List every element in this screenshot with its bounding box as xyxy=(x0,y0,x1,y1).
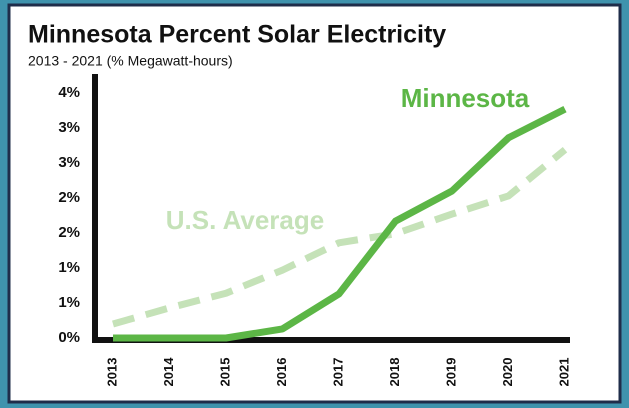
y-tick-label: 3% xyxy=(58,154,80,171)
panel xyxy=(7,3,622,404)
chart-title: Minnesota Percent Solar Electricity xyxy=(28,21,446,49)
y-tick-label: 4% xyxy=(58,84,80,101)
x-tick-label: 2015 xyxy=(217,358,232,387)
series-label: U.S. Average xyxy=(166,205,324,235)
x-tick-label: 2018 xyxy=(387,358,402,387)
y-tick-label: 1% xyxy=(58,259,80,276)
x-tick-label: 2013 xyxy=(104,358,119,387)
x-tick-label: 2021 xyxy=(556,358,571,387)
chart-subtitle: 2013 - 2021 (% Megawatt-hours) xyxy=(28,53,233,69)
x-tick-label: 2020 xyxy=(500,358,515,387)
x-tick-label: 2014 xyxy=(161,357,176,387)
series-line xyxy=(112,146,568,328)
series-label: Minnesota xyxy=(401,83,530,113)
x-tick-label: 2017 xyxy=(330,358,345,387)
y-tick-label: 2% xyxy=(58,224,80,241)
x-tick-label: 2019 xyxy=(443,358,458,387)
series-line xyxy=(113,105,567,342)
y-tick-label: 1% xyxy=(58,294,80,311)
y-tick-label: 2% xyxy=(58,189,80,206)
x-tick-label: 2016 xyxy=(274,358,289,387)
y-tick-label: 0% xyxy=(58,329,80,346)
y-tick-label: 3% xyxy=(58,119,80,136)
